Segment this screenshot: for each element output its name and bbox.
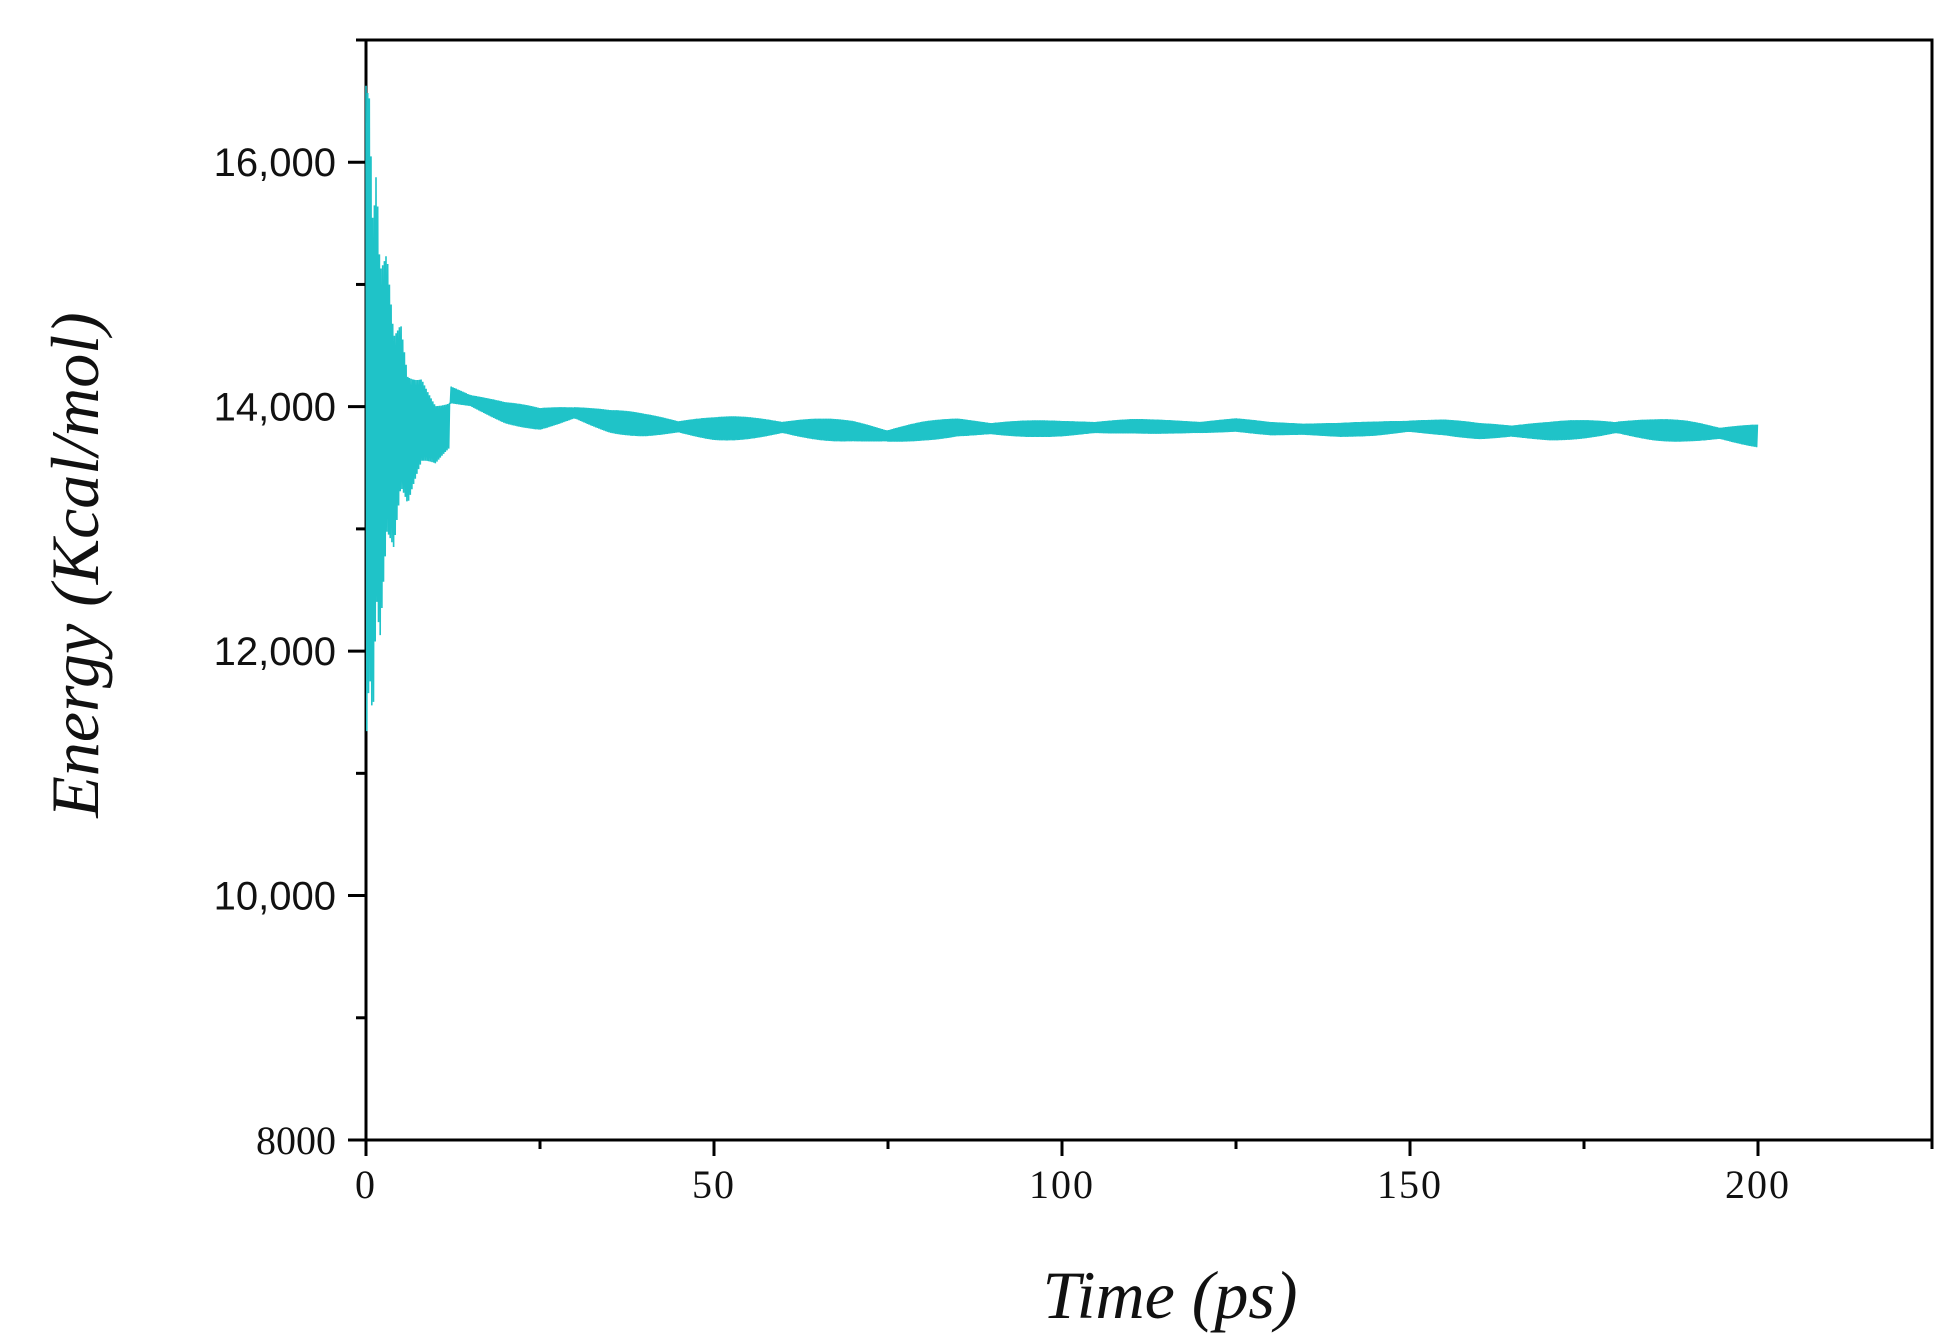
y-axis-ticks: 8000 10,000 12,000 14,000 16,000 (214, 38, 366, 1163)
series-group (365, 85, 1759, 732)
y-tick-label: 14,000 (214, 386, 336, 430)
x-tick-label: 200 (1725, 1162, 1791, 1207)
y-tick-label: 12,000 (214, 630, 336, 674)
x-axis-ticks: 0 50 100 150 200 (355, 1140, 1934, 1207)
x-tick-label: 100 (1029, 1162, 1095, 1207)
energy-series-line (365, 85, 1759, 732)
y-tick-label: 10,000 (214, 875, 336, 919)
y-tick-label: 16,000 (214, 141, 336, 185)
plot-frame (364, 38, 1934, 1142)
x-axis-title: Time (ps) (1043, 1257, 1298, 1333)
x-tick-label: 150 (1377, 1162, 1443, 1207)
x-tick-label: 0 (355, 1162, 377, 1207)
y-tick-label: 8000 (256, 1118, 336, 1163)
x-tick-label: 50 (692, 1162, 736, 1207)
y-axis-title: Energy (Kcal/mol) (37, 312, 113, 818)
